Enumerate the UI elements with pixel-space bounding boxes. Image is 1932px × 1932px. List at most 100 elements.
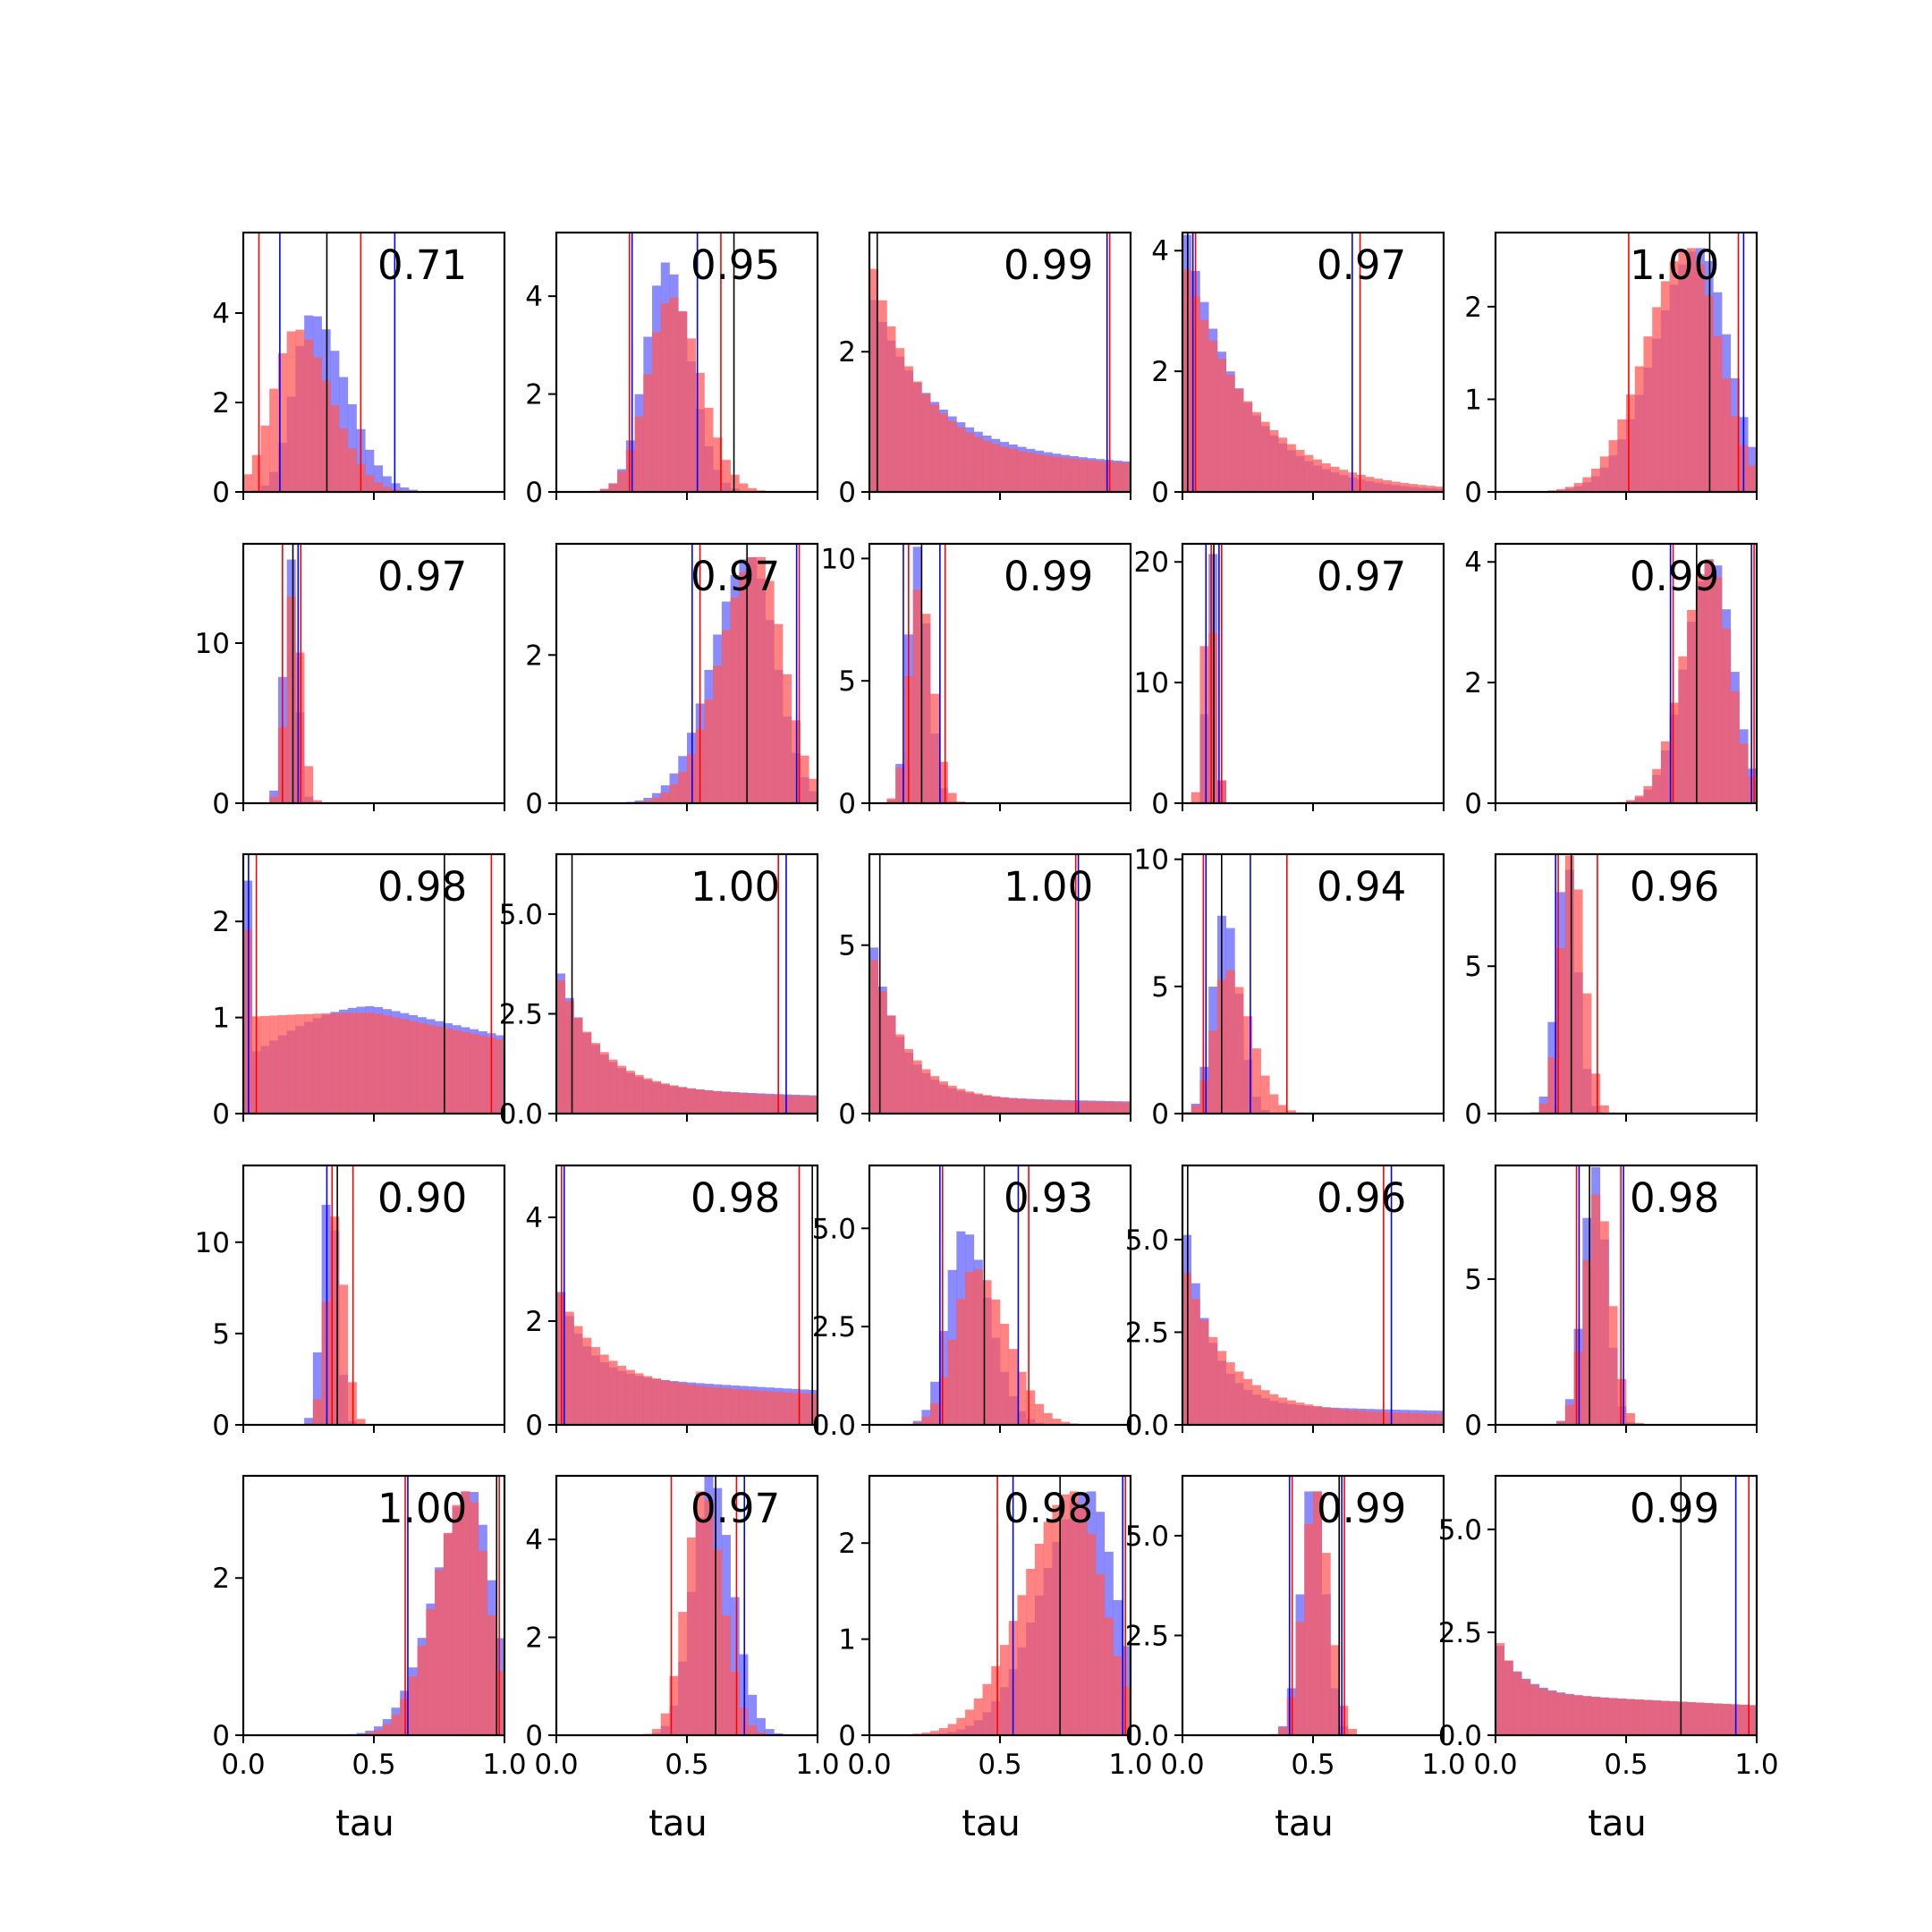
red-hist-bar (277, 353, 287, 492)
y-tick-label: 2 (525, 1623, 543, 1655)
red-hist-bar (321, 1301, 331, 1425)
red-hist-bar (634, 1373, 644, 1425)
y-tick-label: 4 (1464, 547, 1482, 579)
red-hist-bar (947, 1724, 957, 1735)
panel-4-5: 050.98 (1464, 1164, 1758, 1442)
red-hist-bar (1234, 388, 1244, 492)
plot-area (556, 1165, 818, 1425)
red-hist-bar (1347, 1728, 1357, 1735)
red-hist-bar (564, 1001, 574, 1114)
red-hist-bar (1017, 451, 1027, 492)
red-hist-bar (435, 1026, 445, 1114)
panel-1-5: 0 1 2 1.00 (1464, 231, 1758, 509)
red-hist-bar (1216, 359, 1226, 492)
red-hist-bar (809, 1394, 818, 1425)
red-hist-bar (599, 1052, 609, 1114)
red-hist-bar (1191, 1299, 1200, 1425)
red-hist-bar (1078, 1101, 1088, 1114)
red-hist-bar (634, 1074, 644, 1114)
red-hist-bar (1634, 1699, 1644, 1735)
plot-area (1513, 854, 1644, 1114)
red-hist-bar (304, 766, 314, 803)
red-hist-bar (1061, 1494, 1071, 1735)
red-hist-bar (1199, 319, 1209, 492)
red-hist-bar (608, 483, 618, 492)
red-hist-bar (991, 444, 1001, 492)
red-hist-bar (1069, 1491, 1079, 1735)
red-hist-bar (678, 1087, 688, 1114)
red-hist-bar (400, 1699, 410, 1735)
plot-area (1182, 544, 1244, 803)
red-hist-bar (286, 331, 296, 492)
red-hist-bar (930, 404, 940, 492)
red-hist-bar (713, 665, 723, 803)
red-hist-bar (417, 1646, 427, 1735)
red-hist-bar (886, 798, 896, 803)
red-hist-bar (1513, 1672, 1522, 1735)
red-hist-bar (1269, 429, 1279, 492)
red-hist-bar (713, 1387, 723, 1425)
red-hist-bar (339, 428, 349, 492)
red-hist-bar (1330, 1645, 1340, 1735)
red-hist-bar (1339, 1409, 1349, 1425)
red-hist-bar (903, 1048, 913, 1114)
red-hist-bar (330, 1013, 340, 1114)
red-hist-bar (573, 1018, 583, 1114)
red-hist-bar (660, 1380, 670, 1425)
red-hist-bar (295, 1014, 305, 1114)
red-hist-bar (1678, 1701, 1688, 1735)
red-hist-bar (660, 792, 670, 803)
red-hist-bar (982, 440, 992, 492)
red-hist-bar (1260, 421, 1270, 492)
red-hist-bar (783, 1095, 792, 1114)
red-hist-bar (730, 597, 740, 803)
x-tick-label: 1.0 (1108, 1749, 1152, 1781)
red-hist-bar (730, 474, 740, 492)
red-hist-bar (739, 1707, 749, 1735)
red-hist-bar (400, 1019, 410, 1114)
red-hist-bar (1660, 741, 1670, 803)
plot-area (556, 854, 818, 1114)
red-hist-bar (1695, 1702, 1705, 1735)
red-hist-bar (1739, 743, 1749, 803)
red-hist-bar (1008, 448, 1018, 492)
red-hist-bar (1339, 1706, 1349, 1735)
red-hist-bar (1026, 453, 1036, 492)
red-hist-bar (748, 1093, 758, 1114)
red-hist-bar (1564, 487, 1574, 492)
x-tick-label: 0.5 (665, 1749, 708, 1781)
red-hist-bar (1582, 993, 1592, 1114)
red-hist-bar (973, 1093, 983, 1114)
y-tick-label: 5 (1464, 951, 1482, 983)
y-tick-label: 10 (1134, 844, 1169, 877)
red-hist-bar (1347, 1410, 1357, 1425)
red-hist-bar (687, 1088, 697, 1114)
y-tick-label: 0 (212, 788, 230, 820)
red-hist-bar (1599, 1221, 1609, 1425)
red-hist-bar (1052, 456, 1062, 492)
red-hist-bar (739, 572, 749, 803)
y-tick-label: 0 (838, 477, 856, 509)
red-hist-bar (895, 348, 905, 492)
red-hist-bar (1026, 1568, 1036, 1735)
y-tick-label: 0 (525, 1720, 543, 1752)
y-tick-label: 0.0 (499, 1098, 543, 1131)
red-hist-bar (1678, 250, 1688, 492)
red-hist-bar (1730, 691, 1740, 803)
red-hist-bar (260, 1015, 270, 1114)
panel-annotation: 0.96 (1317, 1174, 1406, 1222)
red-hist-bar (938, 1377, 948, 1425)
plot-area (869, 1476, 1131, 1735)
red-hist-bar (1034, 1543, 1044, 1735)
red-hist-bar (1704, 295, 1714, 492)
red-hist-bar (1695, 263, 1705, 492)
red-hist-bar (443, 1532, 453, 1735)
plot-area (1182, 1165, 1444, 1425)
red-hist-bar (1687, 609, 1697, 803)
red-hist-bar (791, 720, 801, 803)
red-hist-bar (321, 380, 331, 492)
red-hist-bar (1243, 1016, 1253, 1114)
red-hist-bar (877, 300, 887, 492)
red-hist-bar (582, 1337, 592, 1425)
red-hist-bar (1634, 366, 1644, 492)
